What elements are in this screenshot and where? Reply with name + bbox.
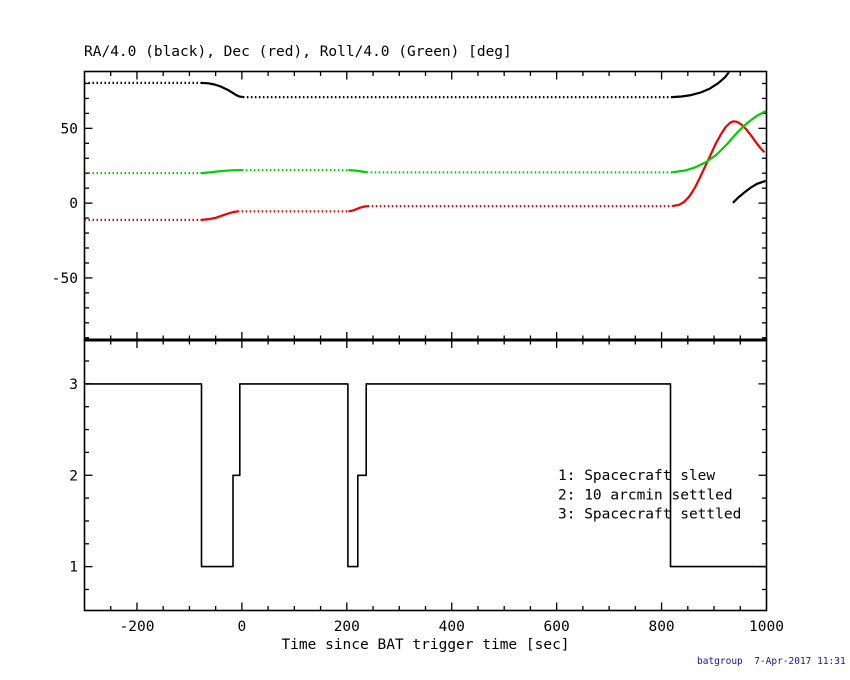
legend-line: 1: Spacecraft slew — [558, 468, 715, 484]
series-black-solid — [200, 81, 244, 99]
series-group-attitude-panel — [85, 72, 766, 221]
legend-line: 3: Spacecraft settled — [558, 507, 741, 523]
chart-title: RA/4.0 (black), Dec (red), Roll/4.0 (Gre… — [84, 44, 512, 60]
x-tick-label: -200 — [120, 619, 155, 635]
series-green-solid — [348, 169, 367, 174]
x-tick-label: 400 — [439, 619, 465, 635]
x-tick-label: 600 — [544, 619, 570, 635]
series-green-solid — [201, 169, 242, 175]
x-tick-label: 800 — [648, 619, 674, 635]
series-red-solid — [348, 205, 368, 213]
y-tick-label: 1 — [69, 560, 78, 576]
series-group-settling-panel — [85, 383, 766, 568]
credit-stamp: batgroup 7-Apr-2017 11:31 — [697, 656, 846, 667]
series-red-solid — [201, 210, 238, 221]
y-tick-label: 2 — [69, 468, 78, 484]
y-tick-label: -50 — [52, 271, 78, 287]
x-axis-label: Time since BAT trigger time [sec] — [281, 637, 570, 653]
x-tick-label: 0 — [238, 619, 247, 635]
series-black-solid — [672, 72, 731, 99]
series-black-solid — [85, 383, 766, 568]
series-red-solid — [671, 120, 766, 208]
y-tick-label: 0 — [69, 196, 78, 212]
legend-line: 2: 10 arcmin settled — [558, 487, 733, 503]
x-tick-label: 1000 — [749, 619, 784, 635]
x-tick-label: 200 — [334, 619, 360, 635]
series-green-solid — [671, 110, 766, 174]
series-black-solid — [732, 179, 766, 204]
y-tick-label: 3 — [69, 377, 78, 393]
y-tick-label: 50 — [61, 121, 78, 137]
